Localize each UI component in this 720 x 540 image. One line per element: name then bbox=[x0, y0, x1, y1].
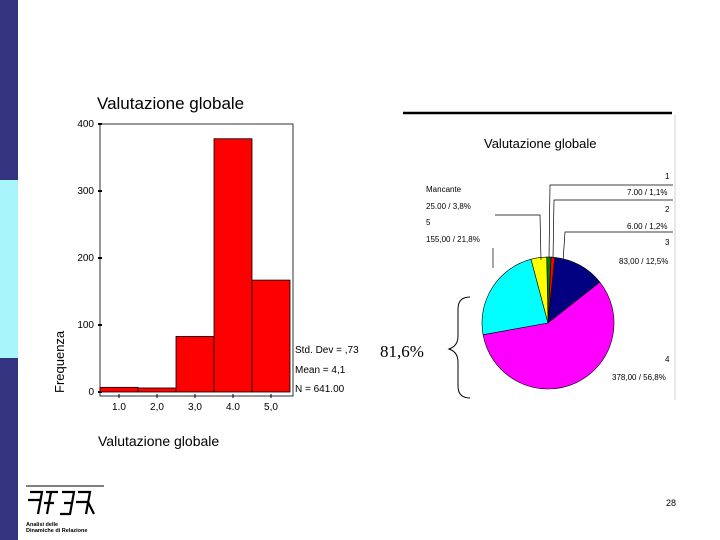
y-tick-label: 100 bbox=[77, 320, 94, 331]
pie-slice-label-3: 83,00 / 12,5% bbox=[619, 257, 668, 266]
logo-caption-line-2: Dinamiche di Relazione bbox=[26, 528, 88, 534]
histogram-x-axis: 1.0 2,0 3,0 4.0 5,0 bbox=[112, 394, 278, 413]
histogram-bar bbox=[251, 279, 291, 393]
pie-slices bbox=[481, 256, 615, 390]
histogram-bar bbox=[213, 138, 253, 393]
pie-slice-name-5: 5 bbox=[426, 218, 431, 227]
pie-slice-name-2: 2 bbox=[665, 205, 670, 214]
histogram-bar bbox=[175, 335, 215, 393]
leader-line-2 bbox=[552, 199, 673, 259]
logo-caption: Analisi delle Dinamiche di Relazione bbox=[26, 522, 87, 534]
y-tick-label: 400 bbox=[77, 119, 94, 130]
histogram-bar bbox=[99, 386, 139, 393]
slide-side-bar-bottom bbox=[0, 358, 18, 540]
pie-slice bbox=[482, 281, 615, 390]
x-tick-label: 5,0 bbox=[264, 402, 278, 413]
pie-slice bbox=[481, 258, 549, 336]
histogram-y-axis: 0 100 200 300 400 bbox=[77, 119, 102, 398]
pie-slice-name-missing: Mancante bbox=[426, 185, 462, 194]
pie-labels: 1 7.00 / 1,1% 2 6.00 / 1,2% 3 83,00 / 12… bbox=[426, 172, 670, 382]
y-tick-label: 0 bbox=[88, 387, 94, 398]
logo-caption-line-1: Analisi delle bbox=[26, 522, 59, 528]
slide-side-bar-top bbox=[0, 0, 18, 180]
histogram-frame bbox=[99, 123, 294, 397]
pie-leader-lines bbox=[492, 184, 673, 268]
x-tick-label: 2,0 bbox=[150, 402, 164, 413]
leader-line-1 bbox=[548, 184, 673, 259]
pie-slice-label-missing: 25.00 / 3,8% bbox=[426, 202, 471, 211]
pie-title: Valutazione globale bbox=[484, 136, 597, 151]
pie-chart: Valutazione globale 1 7.00 / 1,1% 2 6.00… bbox=[403, 111, 676, 400]
pie-slice-name-3: 3 bbox=[665, 238, 670, 247]
pie-slice bbox=[530, 256, 549, 324]
pie-slice-name-4: 4 bbox=[665, 355, 670, 364]
histogram-chart: Valutazione globale Frequenza Valutazion… bbox=[52, 94, 359, 449]
logo-mark bbox=[26, 485, 104, 516]
histogram-x-label: Valutazione globale bbox=[98, 433, 219, 449]
leader-line-missing bbox=[495, 214, 542, 261]
pie-slice-label-4: 378,00 / 56,8% bbox=[612, 373, 666, 382]
x-tick-label: 3,0 bbox=[188, 402, 202, 413]
slide-side-bar-middle bbox=[0, 180, 18, 358]
x-tick-label: 1.0 bbox=[112, 402, 126, 413]
y-tick-label: 300 bbox=[77, 186, 94, 197]
x-tick-label: 4.0 bbox=[226, 402, 240, 413]
pie-slice-name-1: 1 bbox=[665, 172, 670, 181]
leader-line-3 bbox=[562, 231, 673, 263]
stat-std-dev: Std. Dev = ,73 bbox=[295, 345, 359, 356]
annotation-brace bbox=[447, 296, 471, 399]
histogram-title: Valutazione globale bbox=[97, 94, 244, 113]
pie-slice-label-2: 6.00 / 1,2% bbox=[627, 222, 667, 231]
histogram-bar bbox=[137, 387, 177, 393]
page-number: 28 bbox=[666, 498, 676, 508]
pie-slice-label-1: 7.00 / 1,1% bbox=[627, 188, 667, 197]
y-tick-label: 200 bbox=[77, 253, 94, 264]
annotation-percentage: 81,6% bbox=[380, 342, 424, 361]
histogram-bars bbox=[99, 138, 291, 393]
stat-mean: Mean = 4,1 bbox=[295, 365, 346, 376]
pie-slice-label-5: 155,00 / 21,8% bbox=[426, 235, 480, 244]
histogram-y-label: Frequenza bbox=[52, 330, 67, 393]
stat-n: N = 641.00 bbox=[295, 384, 345, 395]
